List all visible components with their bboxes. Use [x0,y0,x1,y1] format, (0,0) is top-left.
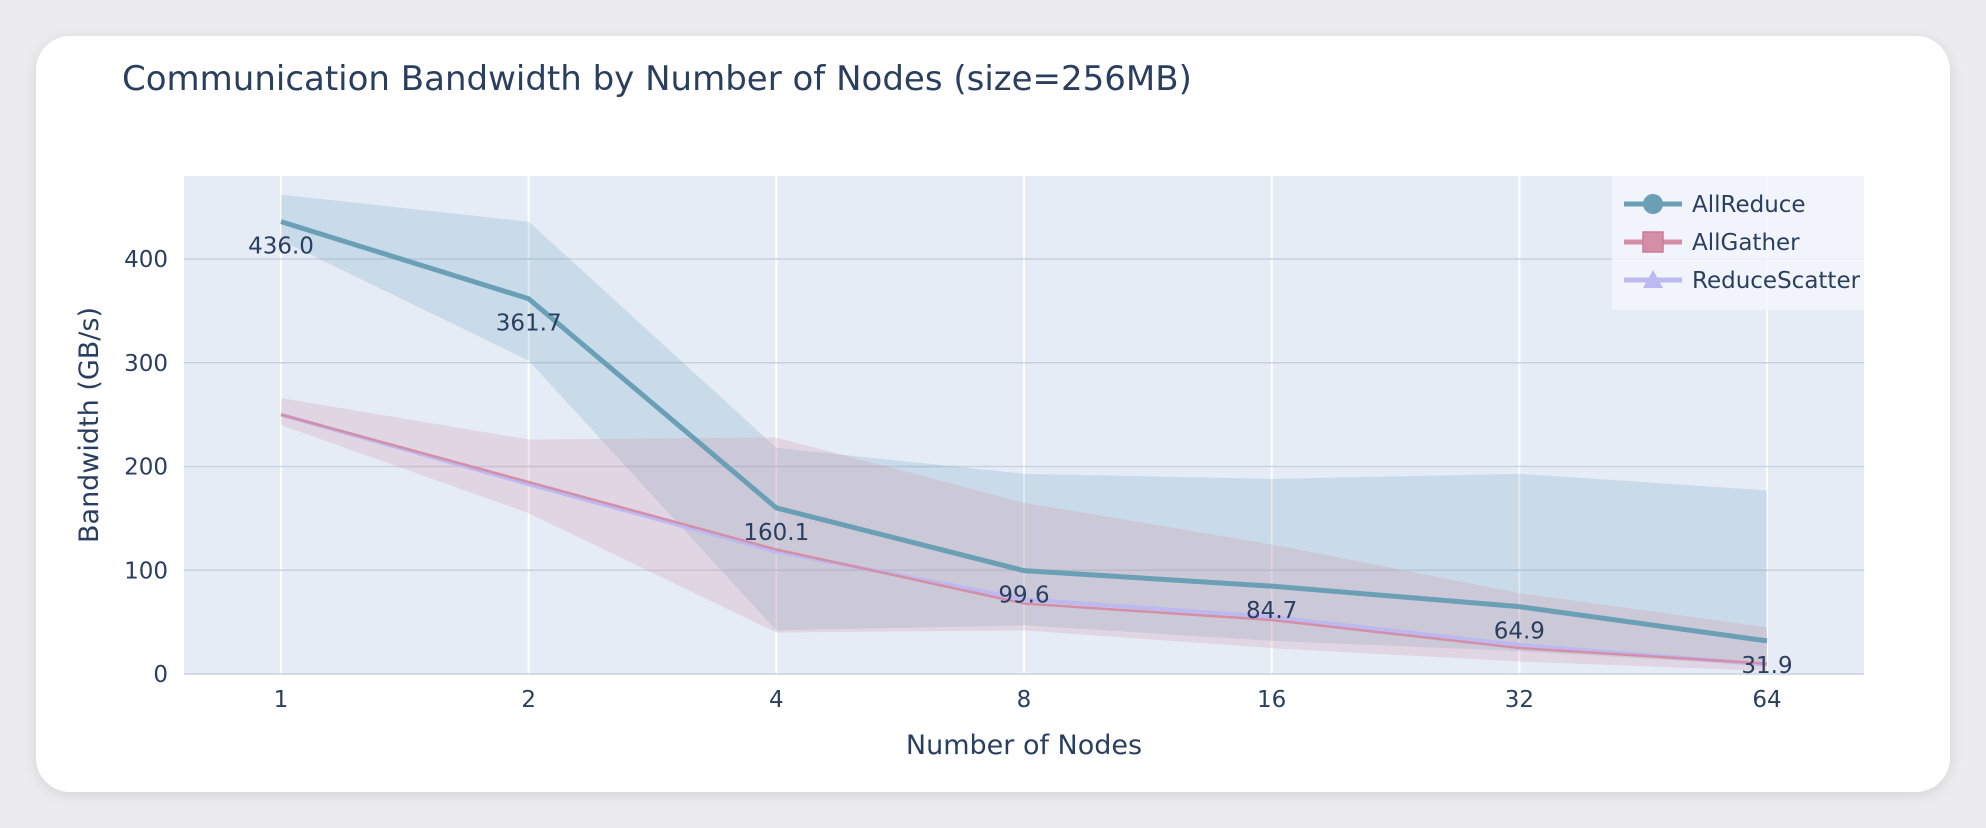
data-labels: 436.0 361.7 160.1 99.6 84.7 64.9 31.9 [248,234,1793,679]
legend-marker-AllReduce [1643,194,1663,214]
x-tick-label: 2 [521,687,536,713]
legend-marker-ReduceScatter [1643,270,1663,288]
y-tick-label: 200 [124,455,168,481]
x-tick-label: 4 [769,687,784,713]
x-tick-labels: 1 2 4 8 16 32 64 [274,687,1782,713]
band-AllGather [281,398,1767,671]
line-AllReduce [280,219,1768,644]
y-tick-label: 100 [124,558,168,584]
line-ReduceScatter [280,412,1768,667]
chart-card: Communication Bandwidth by Number of Nod… [36,36,1950,792]
legend: AllReduce AllGather ReduceScatter [1612,176,1864,310]
data-label-AllReduce: 64.9 [1494,619,1545,645]
legend-label-ReduceScatter: ReduceScatter [1692,268,1861,294]
legend-label-AllReduce: AllReduce [1692,192,1806,218]
data-label-AllReduce: 99.6 [998,583,1049,609]
series-lines [280,219,1768,667]
x-tick-label: 64 [1752,687,1781,713]
data-label-AllReduce: 160.1 [743,520,809,546]
x-axis-title: Number of Nodes [906,730,1142,761]
y-tick-label: 300 [124,351,168,377]
grid-lines [184,176,1864,675]
x-tick-label: 8 [1017,687,1032,713]
line-AllGather [280,413,1768,665]
legend-label-AllGather: AllGather [1692,230,1800,256]
y-axis-title: Bandwidth (GB/s) [74,307,105,543]
chart-svg: Communication Bandwidth by Number of Nod… [74,59,1864,761]
x-tick-label: 1 [274,687,289,713]
x-tick-label: 16 [1257,687,1286,713]
band-AllReduce [281,194,1767,666]
y-tick-label: 400 [124,247,168,273]
data-label-AllReduce: 31.9 [1741,653,1792,679]
data-label-AllReduce: 436.0 [248,234,314,260]
data-label-AllReduce: 84.7 [1246,598,1297,624]
data-label-AllReduce: 361.7 [496,311,562,337]
confidence-bands [281,194,1767,671]
y-tick-labels: 0 100 200 300 400 [124,247,168,688]
x-tick-label: 32 [1505,687,1534,713]
y-tick-label: 0 [153,662,168,688]
legend-marker-AllGather [1642,231,1664,253]
chart-title: Communication Bandwidth by Number of Nod… [122,59,1192,99]
